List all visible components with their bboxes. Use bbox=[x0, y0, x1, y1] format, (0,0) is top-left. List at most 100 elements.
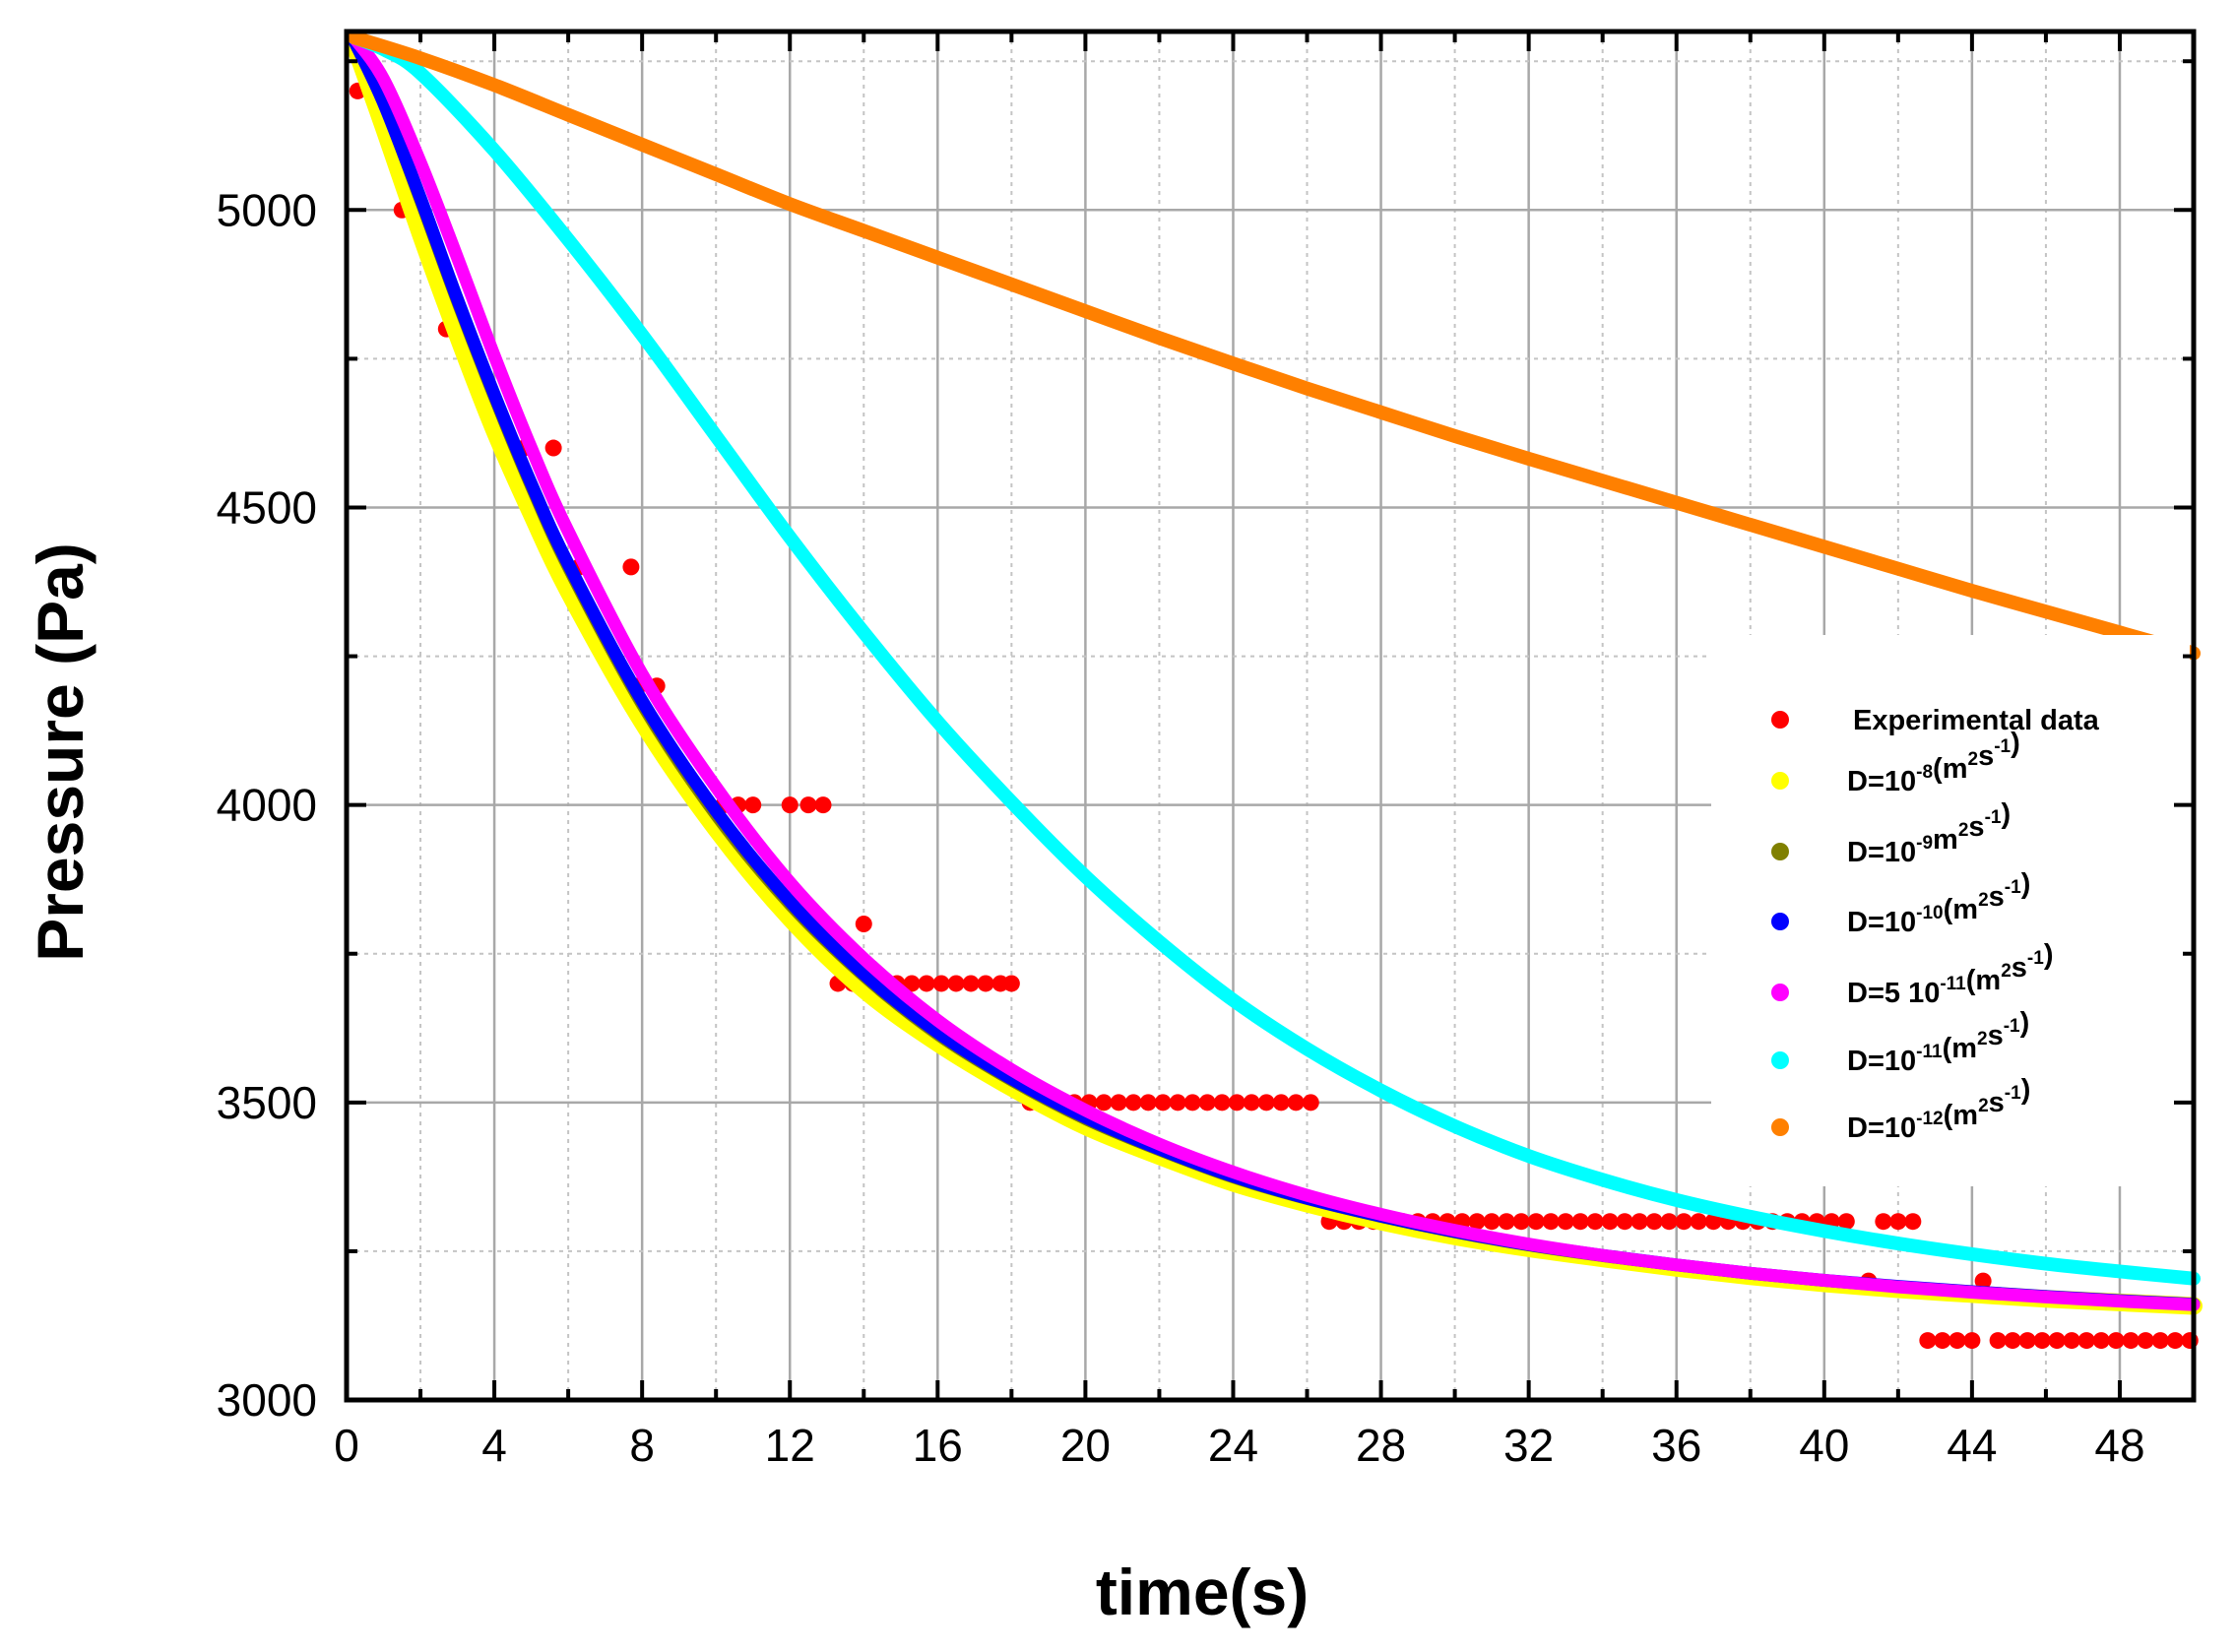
y-tick-label: 4500 bbox=[217, 481, 317, 533]
experimental-point bbox=[1571, 1213, 1589, 1231]
axis-ticks: 0 4 8 12 16 20 24 28 32 36 40 44 4830003500400045005… bbox=[217, 32, 2196, 1471]
experimental-point bbox=[1837, 1213, 1855, 1231]
experimental-point bbox=[2137, 1332, 2154, 1350]
legend-marker bbox=[1771, 772, 1789, 790]
experimental-point bbox=[1228, 1094, 1246, 1112]
y-axis-title: Pressure (Pa) bbox=[24, 542, 96, 962]
experimental-point bbox=[1110, 1094, 1127, 1112]
experimental-point bbox=[1287, 1094, 1305, 1112]
experimental-point bbox=[1660, 1213, 1678, 1231]
experimental-point bbox=[1272, 1094, 1290, 1112]
experimental-point bbox=[2004, 1332, 2021, 1350]
experimental-point bbox=[1169, 1094, 1186, 1112]
experimental-point bbox=[977, 975, 994, 992]
legend-marker bbox=[1771, 711, 1789, 729]
legend-label: D=10-11(m2s-1) bbox=[1847, 1007, 2029, 1077]
series-6 bbox=[347, 31, 2201, 661]
experimental-point bbox=[622, 558, 640, 576]
x-tick-label: 48 bbox=[2094, 1420, 2144, 1471]
experimental-point bbox=[1949, 1332, 1966, 1350]
experimental-point bbox=[2092, 1332, 2110, 1350]
experimental-point bbox=[1124, 1094, 1142, 1112]
experimental-point bbox=[1586, 1213, 1604, 1231]
legend-marker bbox=[1771, 1118, 1789, 1136]
experimental-point bbox=[1527, 1213, 1545, 1231]
y-tick-label: 5000 bbox=[217, 184, 317, 235]
experimental-point bbox=[799, 796, 817, 814]
experimental-point bbox=[1468, 1213, 1486, 1231]
experimental-point bbox=[1002, 975, 1020, 992]
y-tick-label: 3500 bbox=[217, 1077, 317, 1128]
experimental-point bbox=[814, 796, 832, 814]
legend-label: D=5 10-11(m2s-1) bbox=[1847, 939, 2054, 1009]
x-tick-label: 16 bbox=[913, 1420, 963, 1471]
experimental-point bbox=[1213, 1094, 1231, 1112]
legend-box bbox=[1711, 635, 2190, 1186]
experimental-point bbox=[918, 975, 935, 992]
experimental-point bbox=[1542, 1213, 1560, 1231]
experimental-point bbox=[744, 796, 762, 814]
legend-marker bbox=[1771, 1051, 1789, 1069]
model-curve bbox=[347, 31, 2201, 661]
experimental-point bbox=[1645, 1213, 1663, 1231]
experimental-point bbox=[1139, 1094, 1157, 1112]
x-tick-label: 24 bbox=[1208, 1420, 1258, 1471]
experimental-point bbox=[1095, 1094, 1113, 1112]
legend-entry: D=10-10(m2s-1) bbox=[1771, 868, 2030, 938]
experimental-point bbox=[2048, 1332, 2066, 1350]
experimental-point bbox=[1919, 1332, 1937, 1350]
experimental-point bbox=[2151, 1332, 2169, 1350]
y-tick-label: 4000 bbox=[217, 780, 317, 831]
legend-entry: Experimental data bbox=[1771, 705, 2100, 736]
experimental-point bbox=[1963, 1332, 1981, 1350]
experimental-point bbox=[1483, 1213, 1501, 1231]
legend-label: D=10-8(m2s-1) bbox=[1847, 728, 2020, 797]
experimental-point bbox=[1512, 1213, 1530, 1231]
legend: Experimental dataD=10-8(m2s-1)D=10-9m2s-… bbox=[1771, 705, 2100, 1144]
experimental-point bbox=[1302, 1094, 1319, 1112]
experimental-point bbox=[1154, 1094, 1172, 1112]
legend-label: D=10-12(m2s-1) bbox=[1847, 1074, 2030, 1144]
experimental-point bbox=[1974, 1272, 1992, 1290]
experimental-point bbox=[1243, 1094, 1260, 1112]
experimental-point bbox=[1675, 1213, 1693, 1231]
experimental-point bbox=[781, 796, 799, 814]
experimental-point bbox=[1690, 1213, 1707, 1231]
experimental-point bbox=[2166, 1332, 2184, 1350]
x-axis-title: time(s) bbox=[1096, 1556, 1309, 1628]
experimental-point bbox=[1616, 1213, 1633, 1231]
legend-entry: D=10-12(m2s-1) bbox=[1771, 1074, 2030, 1144]
experimental-point bbox=[1934, 1332, 1951, 1350]
experimental-point bbox=[903, 975, 921, 992]
experimental-point bbox=[2033, 1332, 2051, 1350]
experimental-point bbox=[1498, 1213, 1515, 1231]
legend-entry: D=5 10-11(m2s-1) bbox=[1771, 939, 2054, 1009]
experimental-point bbox=[1630, 1213, 1648, 1231]
x-tick-label: 44 bbox=[1947, 1420, 1997, 1471]
model-curve bbox=[348, 31, 2201, 1311]
experimental-point bbox=[1557, 1213, 1574, 1231]
series-5 bbox=[347, 31, 2201, 1286]
x-tick-label: 36 bbox=[1651, 1420, 1701, 1471]
x-tick-label: 12 bbox=[765, 1420, 815, 1471]
experimental-point bbox=[2077, 1332, 2095, 1350]
experimental-point bbox=[1601, 1213, 1619, 1231]
experimental-point bbox=[1257, 1094, 1275, 1112]
x-tick-label: 8 bbox=[629, 1420, 655, 1471]
x-tick-label: 32 bbox=[1503, 1420, 1554, 1471]
experimental-point bbox=[1875, 1213, 1892, 1231]
x-tick-label: 0 bbox=[334, 1420, 359, 1471]
experimental-point bbox=[2122, 1332, 2140, 1350]
experimental-point bbox=[544, 439, 562, 457]
experimental-point bbox=[947, 975, 965, 992]
legend-label: D=10-9m2s-1) bbox=[1847, 798, 2011, 868]
experimental-point bbox=[932, 975, 950, 992]
experimental-point bbox=[2018, 1332, 2036, 1350]
legend-label: Experimental data bbox=[1853, 705, 2100, 736]
y-tick-label: 3000 bbox=[217, 1374, 317, 1426]
x-tick-label: 40 bbox=[1799, 1420, 1849, 1471]
experimental-point bbox=[962, 975, 980, 992]
model-curve bbox=[347, 31, 2201, 1286]
experimental-point bbox=[1889, 1213, 1907, 1231]
